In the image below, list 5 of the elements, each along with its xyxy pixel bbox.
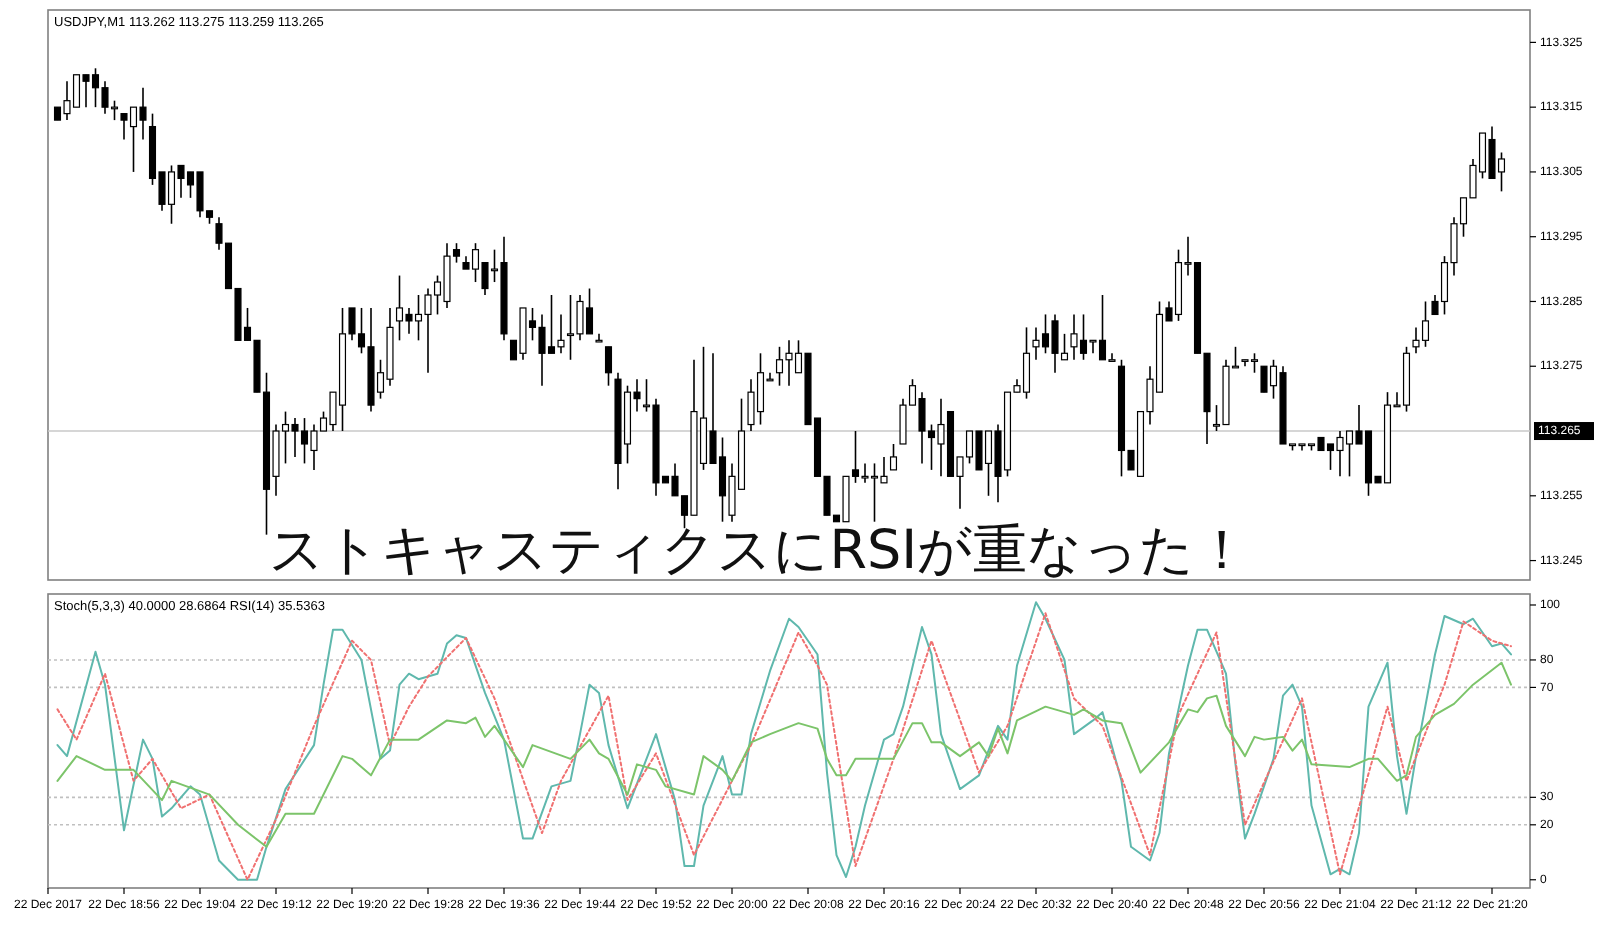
line-series [56, 661, 1512, 848]
annotation: ストキャスティクスにRSIが重なった！ [269, 520, 1250, 582]
candlestick [604, 346, 613, 387]
candlestick [889, 443, 898, 471]
candlestick [595, 333, 603, 343]
